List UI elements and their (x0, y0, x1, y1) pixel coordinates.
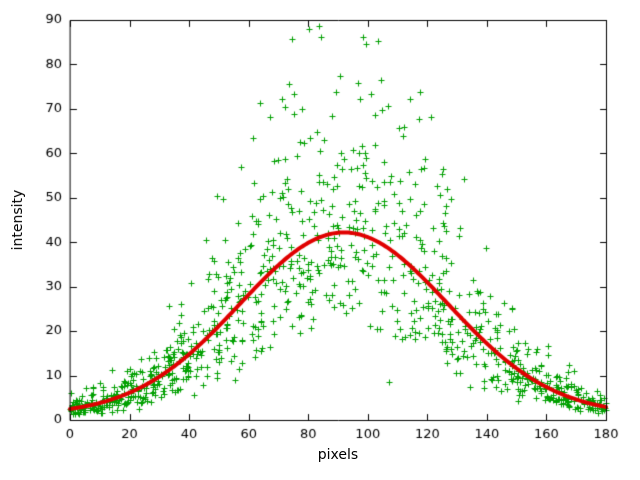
intensity-chart: intensity pixels (0, 0, 640, 480)
plot-canvas (0, 0, 640, 480)
